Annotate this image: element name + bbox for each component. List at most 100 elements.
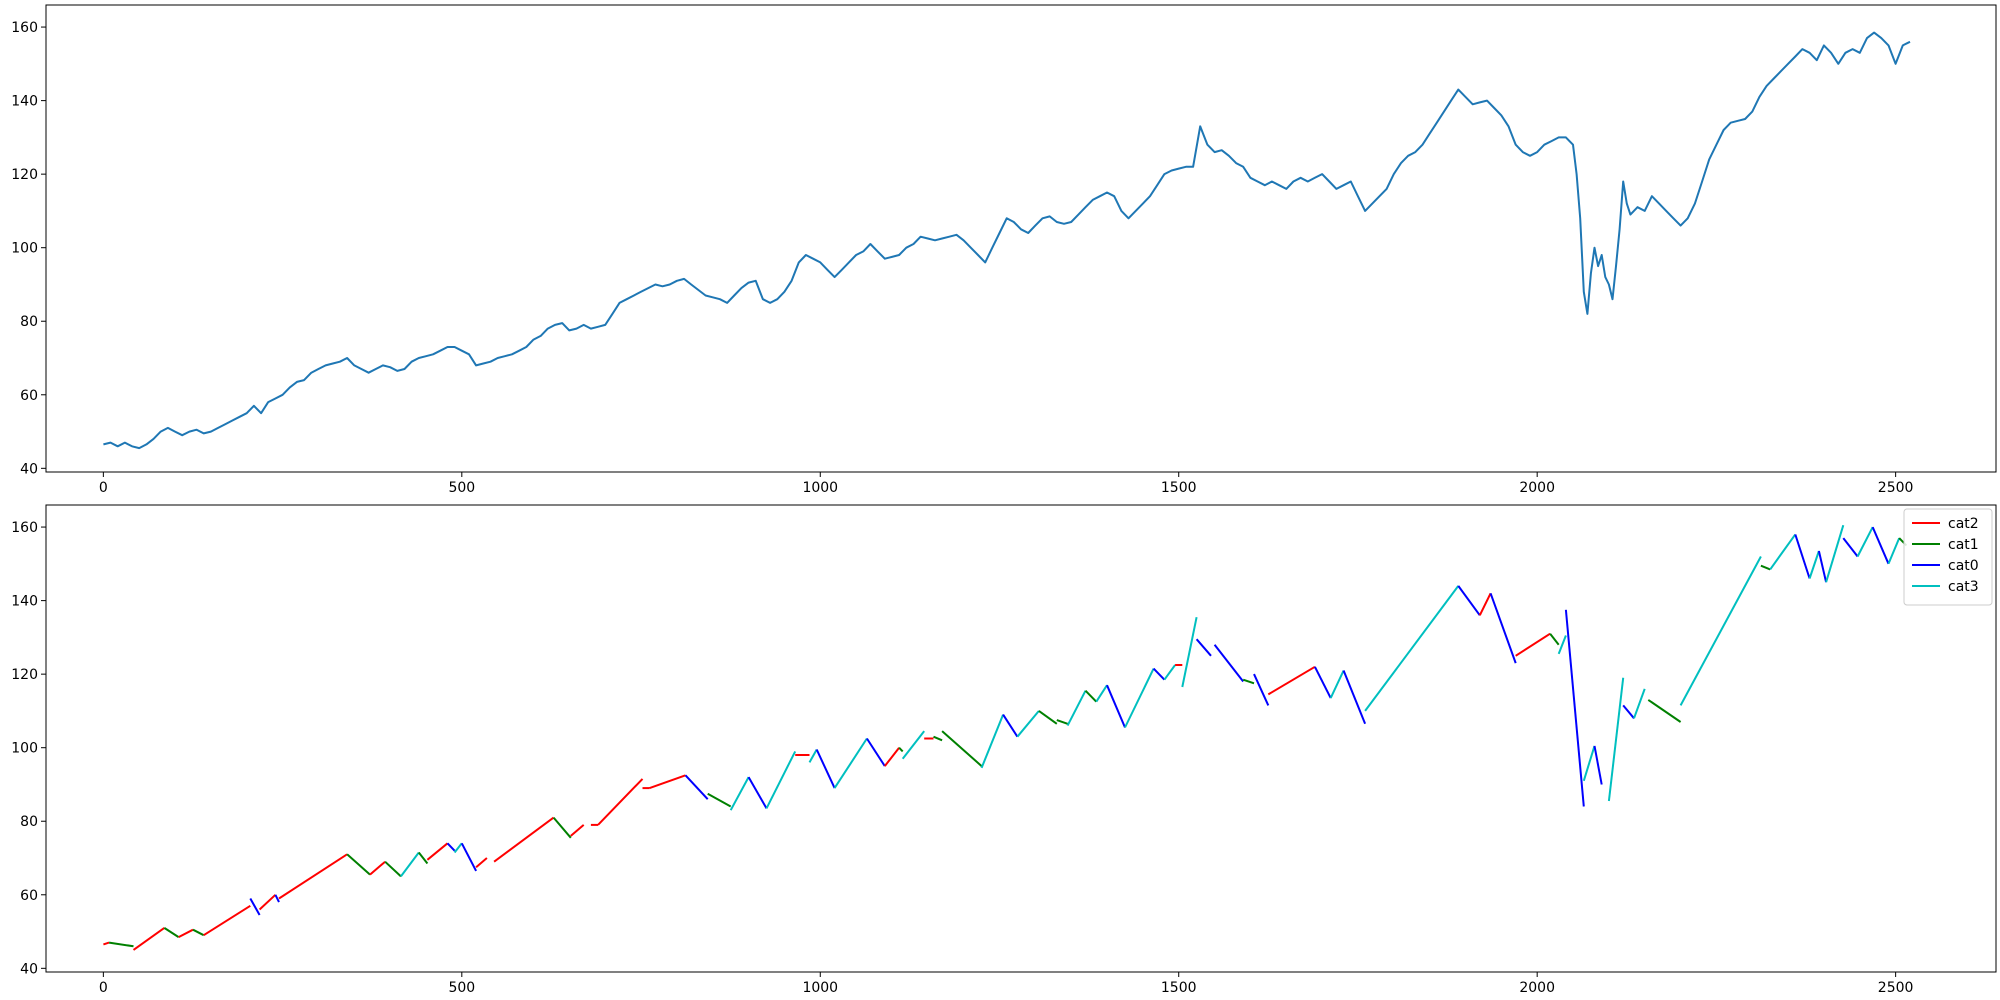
- segment-cat2: [1515, 632, 1551, 657]
- segment-cat3: [765, 750, 797, 809]
- legend-label-cat1: cat1: [1948, 537, 1979, 553]
- segment-cat2: [178, 928, 194, 938]
- segment-cat3: [1016, 710, 1040, 738]
- segment-cat0: [460, 842, 477, 872]
- segment-cat2: [203, 904, 251, 937]
- axes-frame: [45, 4, 1997, 473]
- segment-cat0: [1342, 670, 1367, 725]
- legend-label-cat0: cat0: [1948, 558, 1979, 574]
- segment-cat0: [274, 894, 280, 903]
- series-line-0: [103, 31, 1911, 450]
- segment-cat3: [1557, 635, 1567, 655]
- segment-cat1: [192, 928, 205, 937]
- x-tick-label: 2500: [1878, 480, 1914, 496]
- segment-cat0: [1622, 704, 1635, 719]
- y-tick-label: 60: [20, 888, 38, 904]
- segment-cat2: [597, 778, 644, 826]
- segment-cat0: [1314, 666, 1332, 699]
- segment-cat0: [1106, 684, 1126, 728]
- segment-cat1: [552, 816, 572, 839]
- segment-cat3: [980, 714, 1005, 769]
- segment-cat1: [384, 860, 402, 878]
- segment-cat0: [1457, 585, 1481, 616]
- segment-cat3: [833, 737, 868, 789]
- segment-cat3: [1607, 677, 1625, 802]
- y-tick-label: 160: [11, 20, 38, 36]
- segment-cat2: [258, 894, 277, 911]
- segment-cat3: [1329, 670, 1345, 699]
- segment-cat1: [1084, 689, 1098, 703]
- y-tick-label: 140: [11, 94, 38, 110]
- x-tick-label: 1500: [1161, 480, 1197, 496]
- x-tick-label: 0: [99, 480, 108, 496]
- x-tick-label: 1000: [802, 980, 838, 996]
- segment-cat0: [1152, 667, 1166, 681]
- segment-cat3: [1163, 664, 1176, 681]
- segment-cat3: [1825, 524, 1845, 583]
- y-tick-label: 160: [11, 520, 38, 536]
- segment-cat0: [1593, 745, 1603, 785]
- segment-cat0: [1213, 644, 1244, 683]
- segment-cat2: [570, 824, 585, 837]
- segment-cat3: [1582, 745, 1596, 782]
- segment-cat1: [898, 747, 904, 753]
- segment-cat0: [1842, 537, 1859, 558]
- segment-cat0: [747, 776, 768, 809]
- segment-cat3: [901, 730, 925, 760]
- y-tick-label: 120: [11, 667, 38, 683]
- segment-cat3: [1066, 690, 1087, 727]
- segment-cat1: [1549, 633, 1560, 646]
- x-tick-label: 500: [448, 480, 475, 496]
- x-tick-label: 1000: [802, 480, 838, 496]
- segment-cat0: [1195, 638, 1212, 657]
- segment-cat1: [418, 851, 429, 865]
- plot-area: [103, 524, 1908, 951]
- segment-cat0: [1817, 550, 1828, 583]
- segment-cat1: [707, 792, 732, 808]
- segment-cat2: [1267, 665, 1316, 696]
- segment-cat3: [729, 776, 750, 811]
- segment-cat0: [1564, 609, 1585, 807]
- x-tick-label: 500: [448, 980, 475, 996]
- segment-cat0: [446, 842, 456, 852]
- segment-cat1: [1038, 710, 1058, 725]
- segment-cat2: [278, 853, 348, 900]
- segment-cat2: [1478, 592, 1492, 616]
- legend-label-cat2: cat2: [1948, 516, 1979, 532]
- bottom-segment-chart: 0 500 1000 1500 2000 2500 40 60 80 100 120 140 160 ca…: [11, 504, 1997, 996]
- y-tick-label: 100: [11, 741, 38, 757]
- segment-cat1: [108, 941, 134, 948]
- segment-cat0: [1871, 526, 1890, 565]
- segment-cat2: [132, 927, 165, 951]
- segment-cat3: [400, 851, 420, 877]
- segment-cat3: [808, 749, 818, 763]
- segment-cat1: [1760, 564, 1771, 571]
- y-tick-label: 60: [20, 388, 38, 404]
- x-tick-label: 2500: [1878, 980, 1914, 996]
- x-tick-label: 2000: [1519, 980, 1555, 996]
- segment-cat2: [426, 842, 449, 861]
- segment-cat1: [1242, 678, 1255, 685]
- y-tick-label: 80: [20, 814, 38, 830]
- segment-cat3: [1679, 556, 1762, 706]
- segment-cat1: [163, 927, 180, 938]
- segment-cat1: [933, 735, 943, 742]
- y-tick-label: 100: [11, 241, 38, 257]
- segment-cat3: [1887, 537, 1901, 565]
- segment-cat3: [1769, 533, 1797, 570]
- x-tick-label: 1500: [1161, 980, 1197, 996]
- segment-cat3: [1856, 526, 1874, 557]
- x-tick-label: 2000: [1519, 480, 1555, 496]
- segment-cat1: [1056, 719, 1068, 725]
- y-tick-label: 40: [20, 461, 38, 477]
- segment-cat2: [493, 816, 555, 863]
- plot-area: [103, 31, 1911, 450]
- legend-label-cat3: cat3: [1948, 579, 1979, 595]
- segment-cat0: [1002, 714, 1019, 738]
- segment-cat0: [815, 749, 836, 789]
- segment-cat0: [1489, 592, 1517, 664]
- legend-frame: [1903, 508, 1993, 606]
- axes-frame: [45, 504, 1997, 973]
